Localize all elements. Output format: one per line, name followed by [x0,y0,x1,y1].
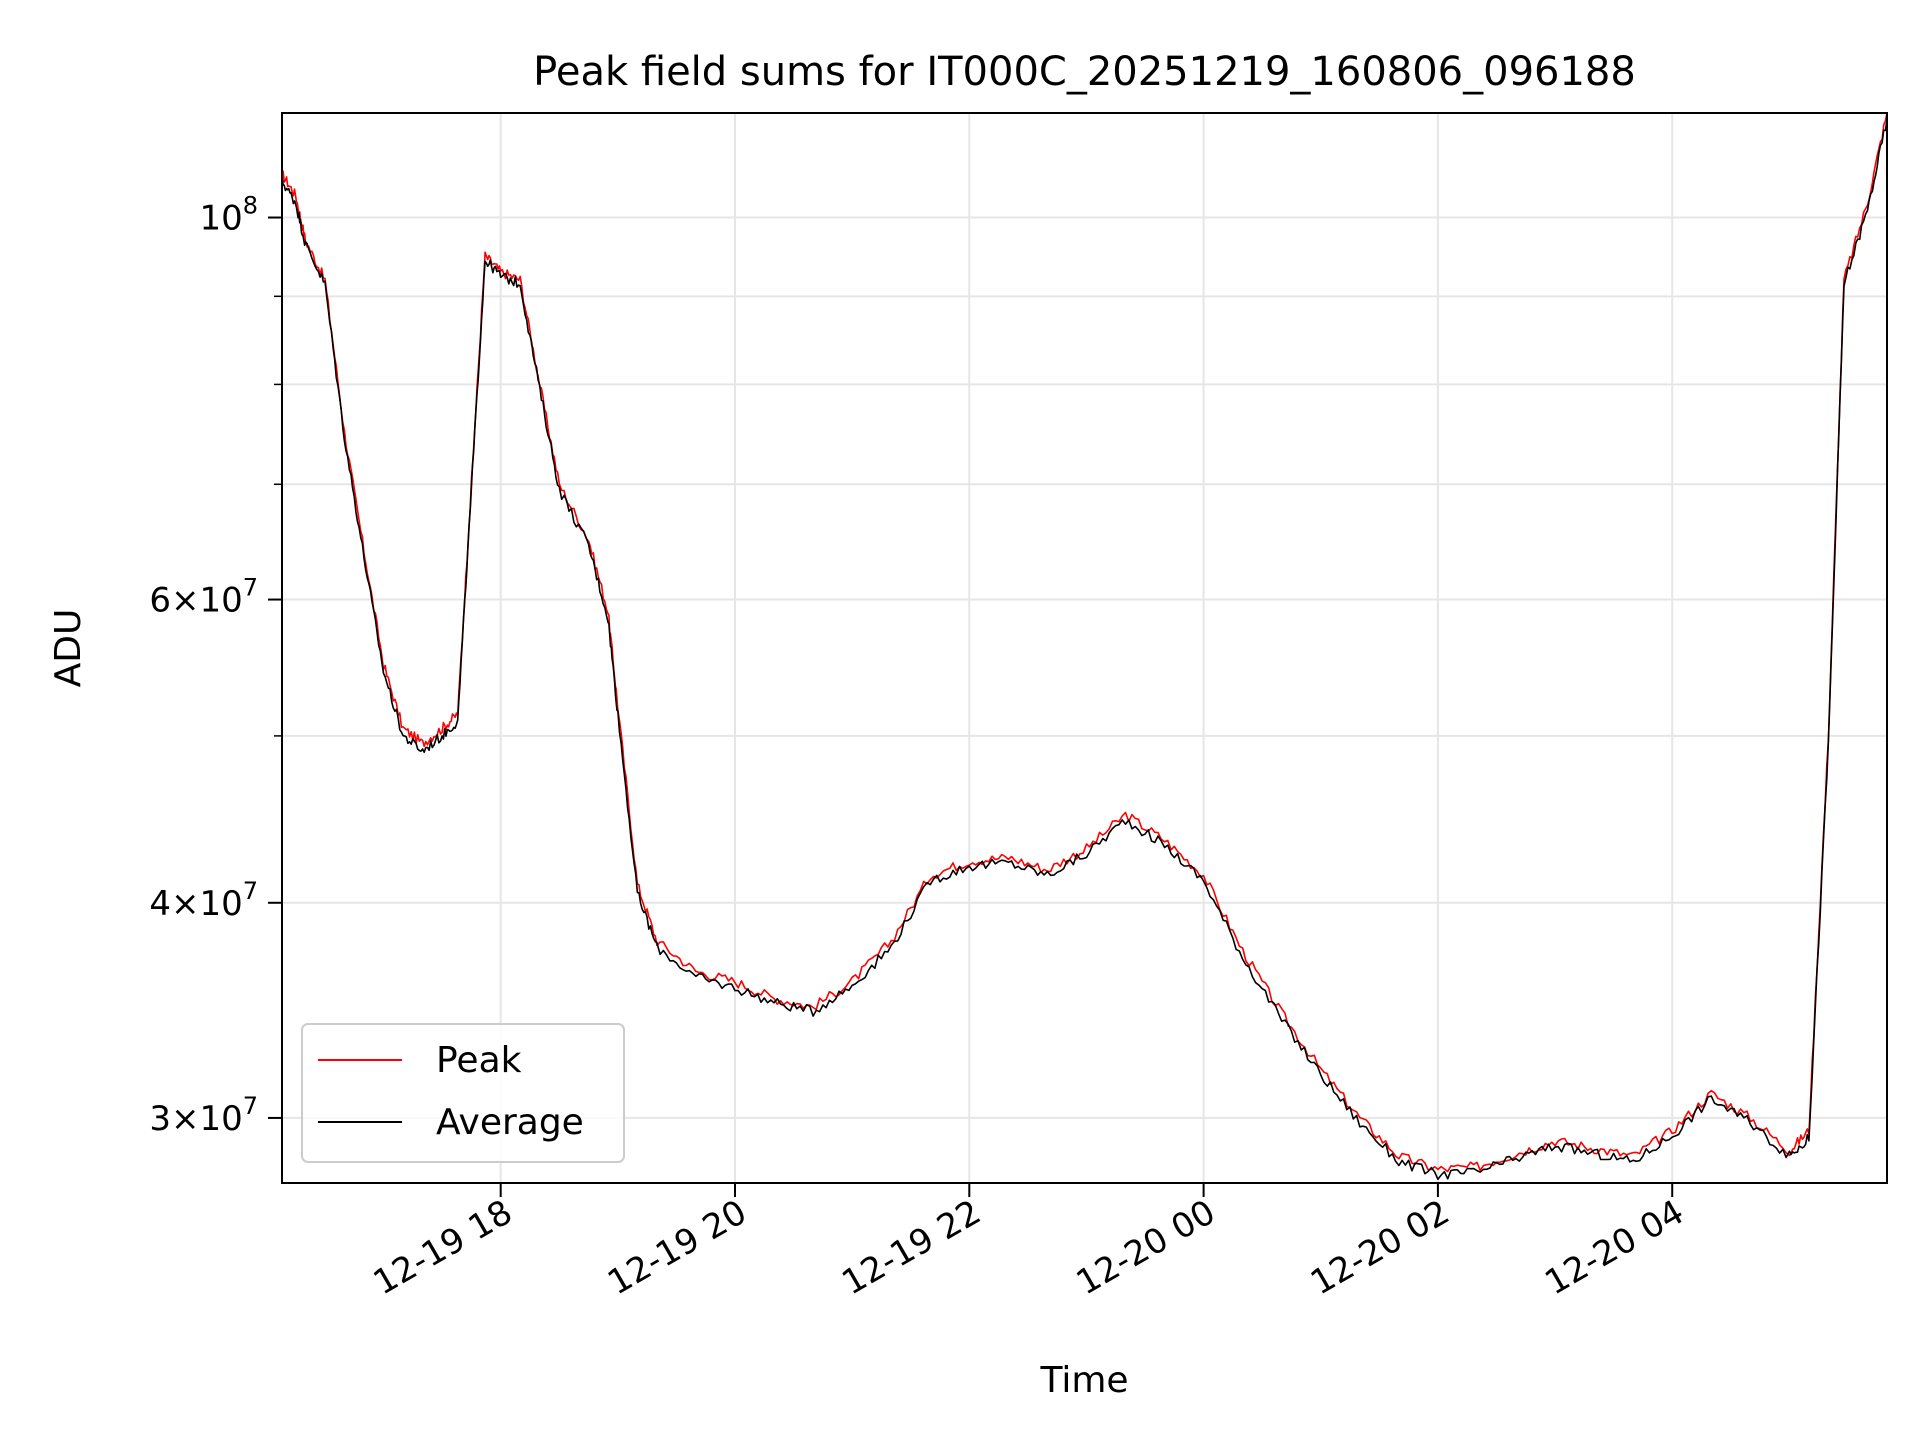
plot-series [281,112,1888,1181]
plot-frame [281,112,1888,1184]
y-tick-label: 6×107 [149,574,258,621]
y-tick-mantissa: 4×10 [149,884,242,924]
y-tick-label: 3×107 [149,1092,258,1139]
y-tick-exponent: 7 [243,877,258,905]
y-tick-base: 10 [199,199,242,239]
legend-label-peak: Peak [436,1040,522,1081]
y-tick-exponent: 7 [243,574,258,602]
chart-title: Peak field sums for IT000C_20251219_1608… [533,49,1636,95]
x-axis-label: Time [1039,1360,1128,1401]
y-tick-label: 108 [199,192,258,239]
y-tick-mantissa: 6×10 [149,581,242,621]
legend-box [301,1023,625,1163]
y-tick-label: 4×107 [149,877,258,924]
y-tick-exponent: 8 [243,192,258,220]
grid [282,113,1887,1183]
series-line-peak [281,112,1888,1173]
legend: Peak Average [301,1023,625,1163]
y-tick-exponent: 7 [243,1092,258,1120]
legend-label-average: Average [436,1102,584,1143]
y-axis-label: ADU [48,609,89,688]
series-line-average [281,119,1888,1181]
y-tick-mantissa: 3×10 [149,1099,242,1139]
